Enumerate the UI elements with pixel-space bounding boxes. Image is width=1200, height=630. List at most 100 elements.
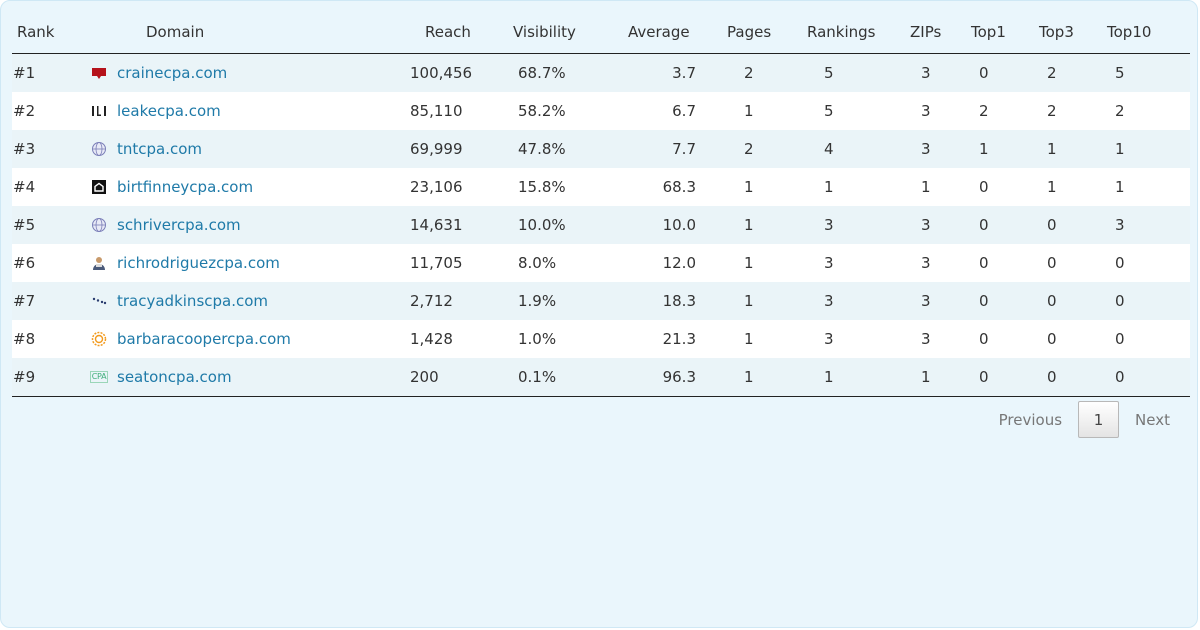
domain-link[interactable]: barbaracoopercpa.com — [117, 330, 291, 348]
zips-cell: 3 — [881, 53, 957, 92]
page-1-button[interactable]: 1 — [1078, 401, 1120, 438]
domain-cell: tntcpa.com — [89, 130, 407, 168]
pages-cell: 1 — [701, 320, 781, 358]
top3-cell: 0 — [1025, 206, 1093, 244]
col-header-reach[interactable]: Reach — [407, 11, 501, 54]
average-cell: 10.0 — [609, 206, 701, 244]
visibility-cell: 1.0% — [501, 320, 609, 358]
dots-favicon-icon — [91, 293, 107, 309]
col-header-pages[interactable]: Pages — [701, 11, 781, 54]
pagination: Previous 1 Next — [983, 401, 1186, 438]
visibility-cell: 10.0% — [501, 206, 609, 244]
domain-link[interactable]: birtfinneycpa.com — [117, 178, 254, 196]
rankings-cell: 1 — [781, 358, 881, 397]
next-page-button[interactable]: Next — [1135, 410, 1170, 429]
top3-cell: 0 — [1025, 282, 1093, 320]
top10-cell: 5 — [1093, 53, 1190, 92]
red-pin-favicon-icon — [91, 65, 107, 81]
visibility-cell: 68.7% — [501, 53, 609, 92]
top10-cell: 1 — [1093, 130, 1190, 168]
top10-cell: 0 — [1093, 320, 1190, 358]
col-header-domain[interactable]: Domain — [89, 11, 407, 54]
previous-page-button[interactable]: Previous — [998, 410, 1063, 429]
zips-cell: 3 — [881, 320, 957, 358]
zips-cell: 3 — [881, 92, 957, 130]
domain-cell: barbaracoopercpa.com — [89, 320, 407, 358]
col-header-visibility[interactable]: Visibility — [501, 11, 609, 54]
col-header-top3[interactable]: Top3 — [1025, 11, 1093, 54]
top10-cell: 1 — [1093, 168, 1190, 206]
visibility-cell: 0.1% — [501, 358, 609, 397]
rank-cell: #5 — [12, 206, 89, 244]
average-cell: 21.3 — [609, 320, 701, 358]
domain-cell: birtfinneycpa.com — [89, 168, 407, 206]
top10-cell: 3 — [1093, 206, 1190, 244]
table-row: #5 schrivercpa.com 14,631 10.0% 10.0 1 3 3 0 0 3 — [12, 206, 1190, 244]
reach-cell: 14,631 — [407, 206, 501, 244]
table-row: #8 barbaracoopercpa.com 1,428 1.0% 21.3 1 3 3 0 0… — [12, 320, 1190, 358]
domain-link[interactable]: richrodriguezcpa.com — [117, 254, 280, 272]
top1-cell: 0 — [957, 168, 1025, 206]
domain-cell: schrivercpa.com — [89, 206, 407, 244]
col-header-rankings[interactable]: Rankings — [781, 11, 881, 54]
domain-link[interactable]: crainecpa.com — [117, 64, 228, 82]
domain-link[interactable]: tntcpa.com — [117, 140, 203, 158]
visibility-cell: 1.9% — [501, 282, 609, 320]
rankings-cell: 1 — [781, 168, 881, 206]
col-header-rank[interactable]: Rank — [12, 11, 89, 54]
col-header-top10[interactable]: Top10 — [1093, 11, 1190, 54]
top3-cell: 0 — [1025, 358, 1093, 397]
rank-cell: #8 — [12, 320, 89, 358]
cpa-text-favicon-icon: CPA — [89, 371, 109, 383]
reach-cell: 2,712 — [407, 282, 501, 320]
visibility-cell: 58.2% — [501, 92, 609, 130]
table-header-row: Rank Domain Reach Visibility Average Pag… — [12, 11, 1190, 54]
top1-cell: 0 — [957, 53, 1025, 92]
rank-cell: #3 — [12, 130, 89, 168]
top10-cell: 0 — [1093, 282, 1190, 320]
globe-favicon-icon — [91, 217, 107, 233]
pages-cell: 1 — [701, 244, 781, 282]
top1-cell: 2 — [957, 92, 1025, 130]
rank-cell: #4 — [12, 168, 89, 206]
domain-link[interactable]: seatoncpa.com — [117, 368, 232, 386]
domain-link[interactable]: tracyadkinscpa.com — [117, 292, 269, 310]
top1-cell: 0 — [957, 244, 1025, 282]
reach-cell: 100,456 — [407, 53, 501, 92]
table-row: #4 birtfinneycpa.com 23,106 15.8% 68.3 1 1 1 0 1 1 — [12, 168, 1190, 206]
rank-cell: #1 — [12, 53, 89, 92]
domain-cell: crainecpa.com — [89, 53, 407, 92]
average-cell: 18.3 — [609, 282, 701, 320]
pages-cell: 1 — [701, 92, 781, 130]
rankings-cell: 3 — [781, 282, 881, 320]
rankings-cell: 4 — [781, 130, 881, 168]
average-cell: 6.7 — [609, 92, 701, 130]
domain-link[interactable]: leakecpa.com — [117, 102, 221, 120]
reach-cell: 85,110 — [407, 92, 501, 130]
visibility-cell: 15.8% — [501, 168, 609, 206]
zips-cell: 3 — [881, 282, 957, 320]
col-header-top1[interactable]: Top1 — [957, 11, 1025, 54]
reach-cell: 69,999 — [407, 130, 501, 168]
top3-cell: 2 — [1025, 92, 1093, 130]
domain-cell: CPA seatoncpa.com — [89, 358, 407, 397]
col-header-average[interactable]: Average — [609, 11, 701, 54]
reach-cell: 1,428 — [407, 320, 501, 358]
zips-cell: 1 — [881, 358, 957, 397]
table-row: #1 crainecpa.com 100,456 68.7% 3.7 2 5 3 0 2 5 — [12, 53, 1190, 92]
top3-cell: 0 — [1025, 320, 1093, 358]
domain-link[interactable]: schrivercpa.com — [117, 216, 241, 234]
pages-cell: 1 — [701, 168, 781, 206]
domain-cell: richrodriguezcpa.com — [89, 244, 407, 282]
pages-cell: 1 — [701, 282, 781, 320]
table-body: #1 crainecpa.com 100,456 68.7% 3.7 2 5 3 0 2 5 #2 le… — [12, 53, 1190, 397]
average-cell: 3.7 — [609, 53, 701, 92]
pages-cell: 2 — [701, 130, 781, 168]
top10-cell: 2 — [1093, 92, 1190, 130]
rank-cell: #2 — [12, 92, 89, 130]
top3-cell: 1 — [1025, 130, 1093, 168]
col-header-zips[interactable]: ZIPs — [881, 11, 957, 54]
average-cell: 12.0 — [609, 244, 701, 282]
zips-cell: 3 — [881, 130, 957, 168]
rank-cell: #6 — [12, 244, 89, 282]
